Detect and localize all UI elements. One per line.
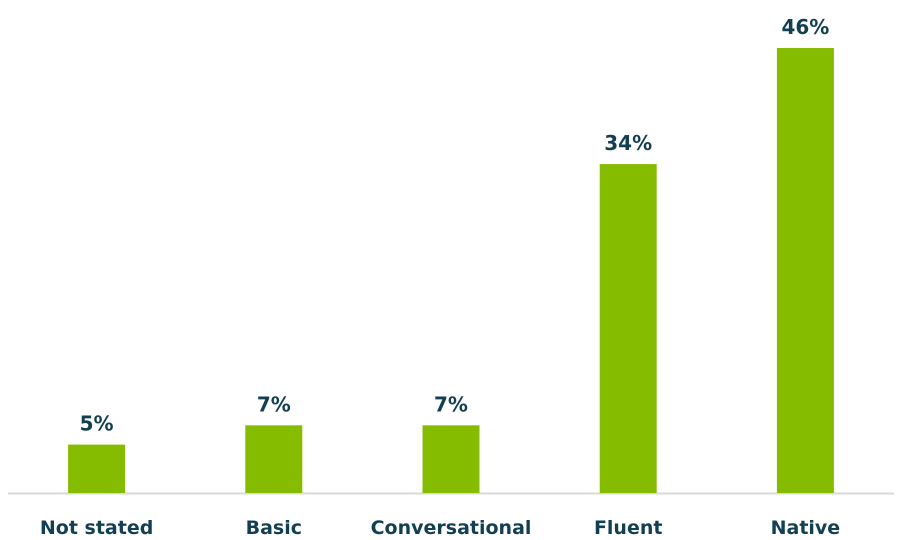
category-label-fluent: Fluent — [594, 517, 663, 539]
bars-group — [68, 48, 834, 493]
bar-conversational — [422, 425, 480, 493]
value-label-native: 46% — [781, 15, 829, 39]
bar-fluent — [599, 164, 657, 493]
category-label-basic: Basic — [246, 517, 302, 539]
bar-not-stated — [68, 444, 126, 493]
category-label-conversational: Conversational — [371, 517, 532, 539]
value-label-conversational: 7% — [434, 392, 468, 416]
bar-native — [776, 48, 834, 493]
bar-basic — [245, 425, 303, 493]
value-labels-group: 5% 7% 7% 34% 46% — [80, 15, 830, 436]
category-labels-group: Not stated Basic Conversational Fluent Nativ… — [40, 517, 840, 539]
category-label-native: Native — [771, 517, 841, 539]
value-label-basic: 7% — [257, 392, 291, 416]
value-label-fluent: 34% — [604, 131, 652, 155]
value-label-not-stated: 5% — [80, 412, 114, 436]
category-label-not-stated: Not stated — [40, 517, 153, 539]
